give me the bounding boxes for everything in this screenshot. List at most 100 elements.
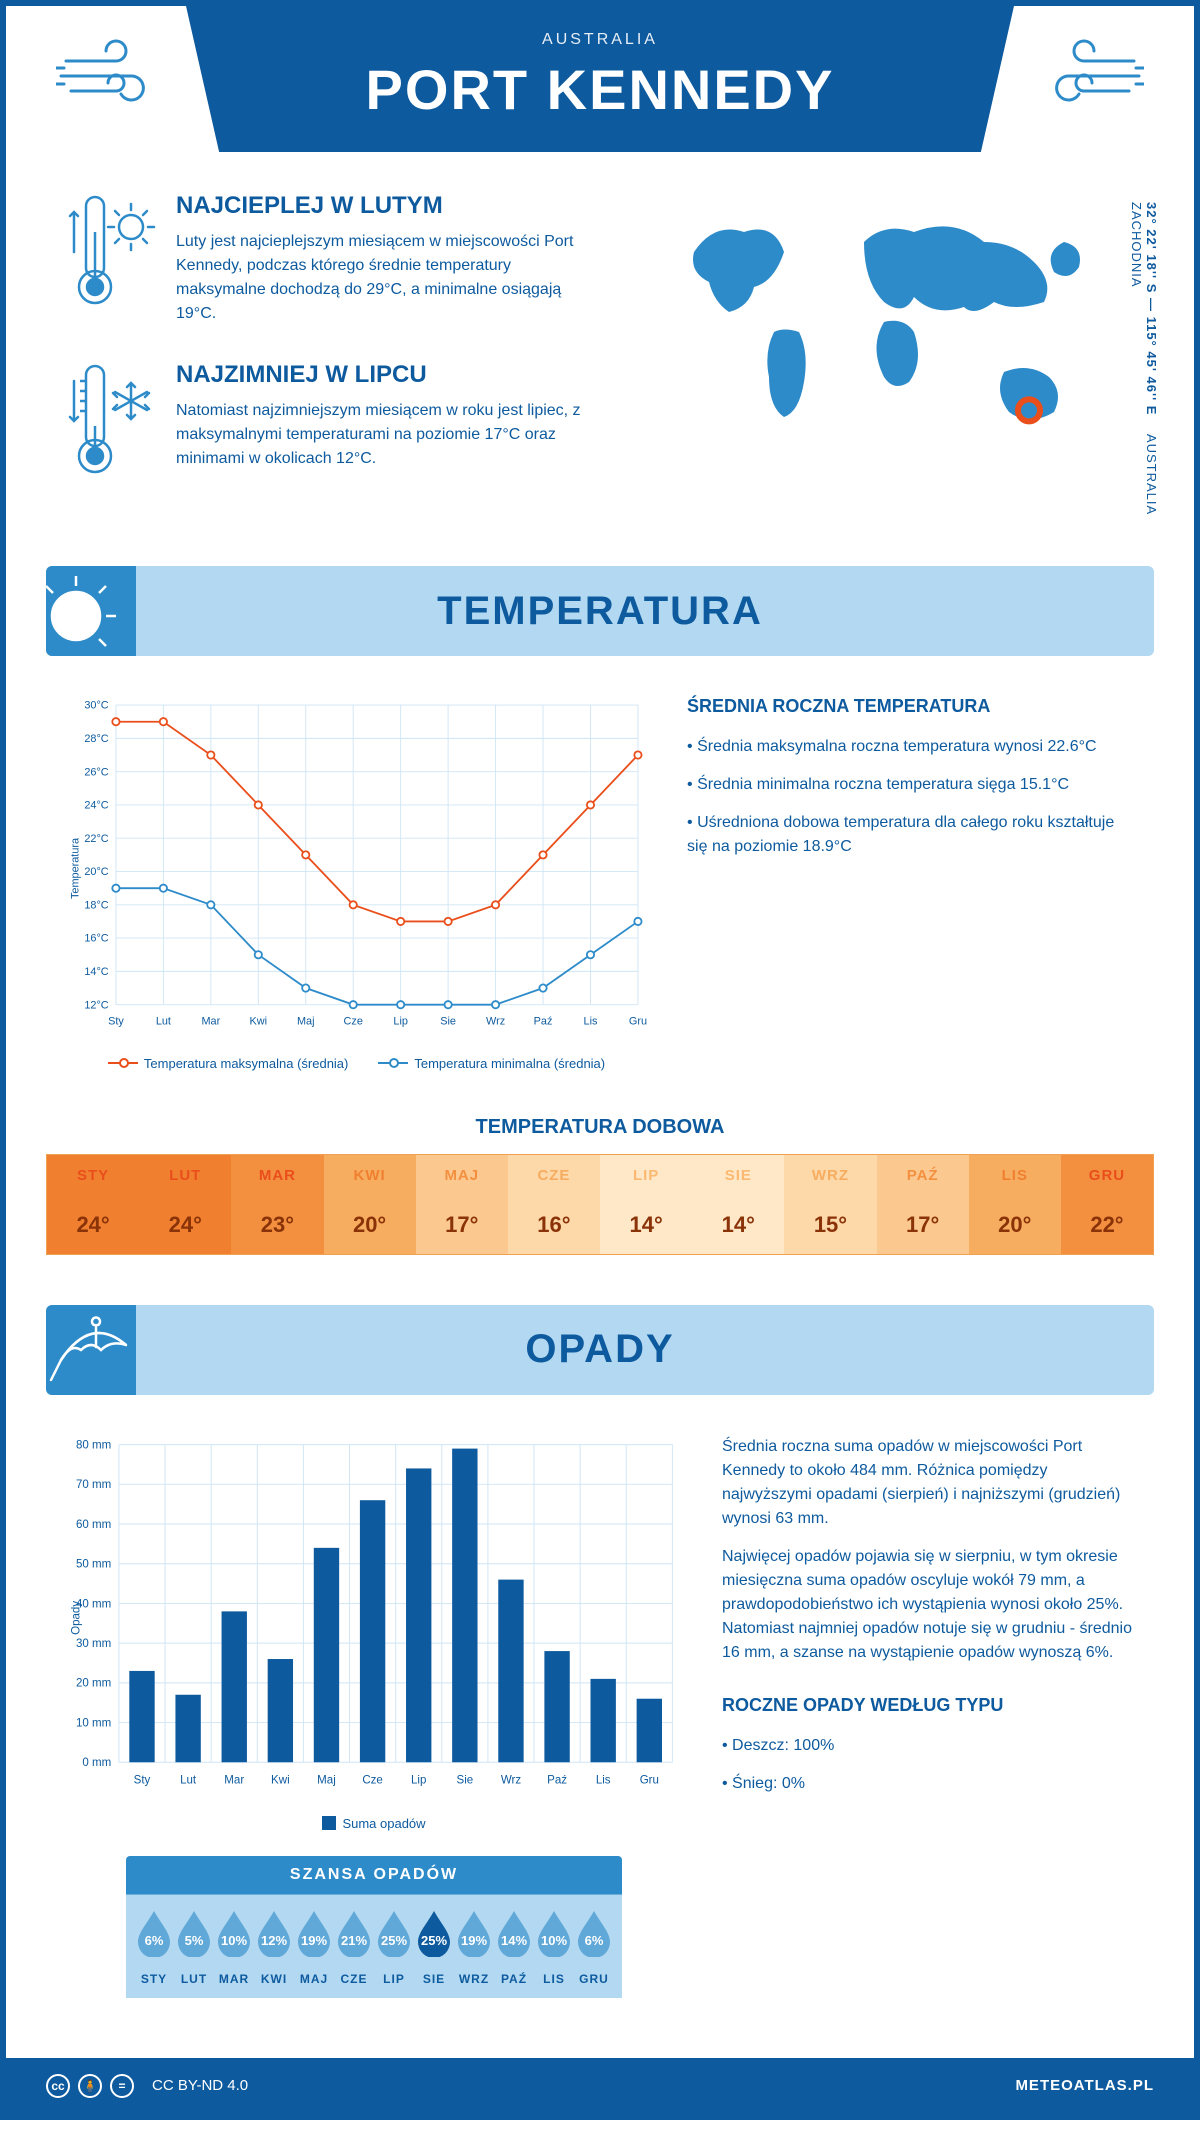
umbrella-icon <box>46 1305 136 1395</box>
temp-col: SIE14° <box>692 1155 784 1254</box>
svg-text:5%: 5% <box>185 1933 204 1948</box>
temp-col: GRU22° <box>1061 1155 1153 1254</box>
precip-type: • Śnieg: 0% <box>722 1772 1134 1796</box>
svg-text:Maj: Maj <box>317 1774 336 1786</box>
temp-bullet: • Średnia minimalna roczna temperatura s… <box>687 773 1134 797</box>
svg-text:Lis: Lis <box>596 1774 611 1786</box>
svg-text:6%: 6% <box>145 1933 164 1948</box>
svg-text:Lis: Lis <box>584 1016 598 1028</box>
svg-text:Opady: Opady <box>70 1601 82 1635</box>
svg-text:Cze: Cze <box>362 1774 383 1786</box>
svg-text:22°C: 22°C <box>84 833 108 845</box>
temp-col: LUT24° <box>139 1155 231 1254</box>
drop-cell: 14%PAŹ <box>494 1907 534 1986</box>
city-title: PORT KENNEDY <box>206 57 994 122</box>
thermometer-cold-icon <box>66 361 156 481</box>
svg-text:Wrz: Wrz <box>501 1774 522 1786</box>
svg-text:Paź: Paź <box>547 1774 567 1786</box>
temp-col: WRZ15° <box>784 1155 876 1254</box>
drop-cell: 25%SIE <box>414 1907 454 1986</box>
svg-text:19%: 19% <box>461 1933 487 1948</box>
daily-temp-heading: TEMPERATURA DOBOWA <box>6 1116 1194 1139</box>
footer: cc 🧍 = CC BY-ND 4.0 METEOATLAS.PL <box>6 2058 1194 2114</box>
svg-text:Lut: Lut <box>156 1016 171 1028</box>
temp-col: LIS20° <box>969 1155 1061 1254</box>
svg-text:10 mm: 10 mm <box>76 1717 111 1729</box>
wind-icon <box>56 36 176 116</box>
coldest-title: NAJZIMNIEJ W LIPCU <box>176 361 594 389</box>
by-icon: 🧍 <box>78 2074 102 2098</box>
svg-text:50 mm: 50 mm <box>76 1559 111 1571</box>
svg-text:21%: 21% <box>341 1933 367 1948</box>
temp-col: MAJ17° <box>416 1155 508 1254</box>
svg-text:30 mm: 30 mm <box>76 1638 111 1650</box>
svg-text:25%: 25% <box>381 1933 407 1948</box>
svg-text:20°C: 20°C <box>84 866 108 878</box>
coldest-block: NAJZIMNIEJ W LIPCU Natomiast najzimniejs… <box>66 361 594 481</box>
temperature-chart: 12°C14°C16°C18°C20°C22°C24°C26°C28°C30°C… <box>66 696 647 1071</box>
coords-line: 32° 22' 18'' S — 115° 45' 46'' E <box>1144 202 1159 415</box>
section-title-precip: OPADY <box>525 1327 674 1372</box>
svg-text:Sty: Sty <box>134 1774 151 1786</box>
precip-text-2: Najwięcej opadów pojawia się w sierpniu,… <box>722 1545 1134 1665</box>
drop-cell: 6%STY <box>134 1907 174 1986</box>
svg-text:10%: 10% <box>221 1933 247 1948</box>
temp-col: MAR23° <box>231 1155 323 1254</box>
svg-text:20 mm: 20 mm <box>76 1678 111 1690</box>
drop-cell: 5%LUT <box>174 1907 214 1986</box>
svg-text:19%: 19% <box>301 1933 327 1948</box>
drop-cell: 19%MAJ <box>294 1907 334 1986</box>
svg-text:10%: 10% <box>541 1933 567 1948</box>
svg-text:12%: 12% <box>261 1933 287 1948</box>
drop-cell: 19%WRZ <box>454 1907 494 1986</box>
drop-cell: 25%LIP <box>374 1907 414 1986</box>
svg-text:Mar: Mar <box>224 1774 244 1786</box>
drop-cell: 12%KWI <box>254 1907 294 1986</box>
precip-chance-heading: SZANSA OPADÓW <box>126 1856 622 1895</box>
svg-text:Wrz: Wrz <box>486 1016 505 1028</box>
svg-text:Mar: Mar <box>201 1016 220 1028</box>
drop-cell: 21%CZE <box>334 1907 374 1986</box>
temp-col: CZE16° <box>508 1155 600 1254</box>
svg-text:16°C: 16°C <box>84 933 108 945</box>
svg-text:Maj: Maj <box>297 1016 315 1028</box>
svg-text:Gru: Gru <box>640 1774 659 1786</box>
svg-text:0 mm: 0 mm <box>82 1757 111 1769</box>
precip-text-1: Średnia roczna suma opadów w miejscowośc… <box>722 1435 1134 1531</box>
temp-col: STY24° <box>47 1155 139 1254</box>
country-subtitle: AUSTRALIA <box>206 31 994 49</box>
thermometer-hot-icon <box>66 192 156 312</box>
svg-text:70 mm: 70 mm <box>76 1479 111 1491</box>
svg-text:80 mm: 80 mm <box>76 1439 111 1451</box>
svg-text:Gru: Gru <box>629 1016 647 1028</box>
license-label: CC BY-ND 4.0 <box>152 2077 248 2094</box>
svg-text:Paź: Paź <box>534 1016 553 1028</box>
nd-icon: = <box>110 2074 134 2098</box>
svg-text:Kwi: Kwi <box>250 1016 268 1028</box>
svg-text:6%: 6% <box>585 1933 604 1948</box>
wind-icon <box>1024 36 1144 116</box>
world-map: 32° 22' 18'' S — 115° 45' 46'' E AUSTRAL… <box>634 192 1134 516</box>
legend-max: #leg-max::before{border-color:#e94e1b} T… <box>108 1056 348 1071</box>
svg-text:Lut: Lut <box>180 1774 197 1786</box>
section-title-temp: TEMPERATURA <box>437 589 763 634</box>
svg-text:Sie: Sie <box>457 1774 474 1786</box>
temp-side-heading: ŚREDNIA ROCZNA TEMPERATURA <box>687 696 1134 717</box>
temp-col: KWI20° <box>324 1155 416 1254</box>
svg-text:28°C: 28°C <box>84 733 108 745</box>
legend-min: #leg-min::before{border-color:#2e8bc9} T… <box>378 1056 605 1071</box>
warmest-text: Luty jest najcieplejszym miesiącem w mie… <box>176 230 594 326</box>
svg-text:60 mm: 60 mm <box>76 1519 111 1531</box>
precip-type-heading: ROCZNE OPADY WEDŁUG TYPU <box>722 1695 1134 1716</box>
svg-text:Cze: Cze <box>344 1016 363 1028</box>
precip-type: • Deszcz: 100% <box>722 1734 1134 1758</box>
svg-text:Sie: Sie <box>440 1016 456 1028</box>
temp-bullet: • Średnia maksymalna roczna temperatura … <box>687 735 1134 759</box>
svg-text:25%: 25% <box>421 1933 447 1948</box>
cc-icon: cc <box>46 2074 70 2098</box>
svg-text:Temperatura: Temperatura <box>70 837 82 899</box>
svg-text:Lip: Lip <box>393 1016 408 1028</box>
precipitation-chart: 0 mm10 mm20 mm30 mm40 mm50 mm60 mm70 mm8… <box>66 1435 682 1998</box>
temp-col: PAŹ17° <box>877 1155 969 1254</box>
svg-text:24°C: 24°C <box>84 800 108 812</box>
